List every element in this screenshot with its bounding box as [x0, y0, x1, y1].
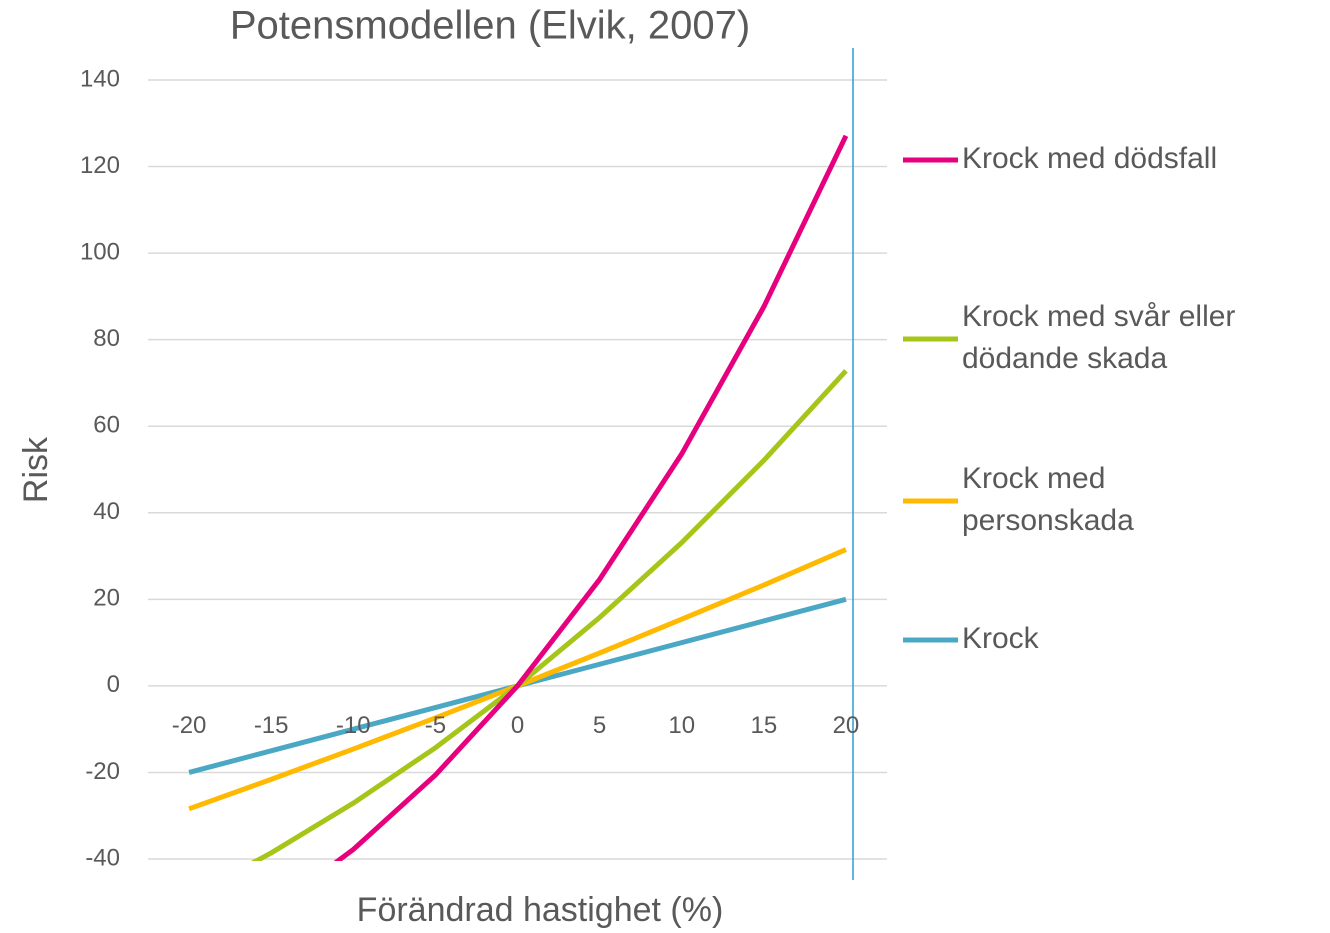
legend-label: Krock: [962, 622, 1040, 655]
x-tick-label: 10: [668, 712, 695, 739]
y-tick-label: 40: [93, 498, 120, 525]
y-axis-label: Risk: [17, 436, 55, 503]
x-tick-label: -10: [336, 712, 371, 739]
x-tick-label: -20: [172, 712, 207, 739]
chart-title: Potensmodellen (Elvik, 2007): [230, 4, 750, 48]
x-tick-label: 0: [511, 712, 524, 739]
y-tick-label: 20: [93, 585, 120, 612]
series-line: [188, 547, 847, 812]
y-tick-label: 60: [93, 412, 120, 439]
y-tick-label: 140: [80, 65, 120, 92]
y-tick-label: -40: [85, 844, 120, 871]
grid: [148, 79, 887, 860]
y-tick-label: 120: [80, 152, 120, 179]
plot-area: [188, 134, 849, 861]
x-tick-label: -15: [254, 712, 289, 739]
y-tick-label: 80: [93, 325, 120, 352]
legend-label: Krock med dödsfall: [962, 142, 1217, 175]
x-axis-label: Förändrad hastighet (%): [357, 891, 724, 929]
x-tick-label: 15: [750, 712, 777, 739]
y-tick-label: 100: [80, 238, 120, 265]
x-tick-label: 20: [833, 712, 860, 739]
x-tick-label: 5: [593, 712, 606, 739]
series-line: [250, 369, 848, 861]
x-tick-label: -5: [425, 712, 446, 739]
series-line: [333, 134, 849, 861]
y-tick-label: -20: [85, 758, 120, 785]
legend-label: Krock med personskada: [962, 462, 1134, 537]
legend-label: Krock med svår eller dödande skada: [962, 300, 1235, 375]
y-tick-label: 0: [107, 671, 120, 698]
